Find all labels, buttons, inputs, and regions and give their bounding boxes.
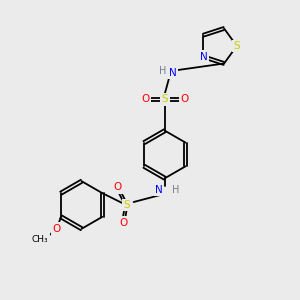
- Text: N: N: [169, 68, 177, 78]
- Text: S: S: [233, 41, 240, 51]
- Text: O: O: [141, 94, 150, 104]
- Text: O: O: [113, 182, 122, 192]
- Text: CH₃: CH₃: [32, 235, 49, 244]
- Text: H: H: [159, 66, 166, 76]
- Text: N: N: [155, 185, 163, 195]
- Text: S: S: [161, 94, 168, 104]
- Text: H: H: [172, 185, 179, 195]
- Text: S: S: [123, 200, 130, 210]
- Text: O: O: [119, 218, 128, 228]
- Text: N: N: [200, 52, 207, 62]
- Text: O: O: [180, 94, 188, 104]
- Text: O: O: [52, 224, 61, 234]
